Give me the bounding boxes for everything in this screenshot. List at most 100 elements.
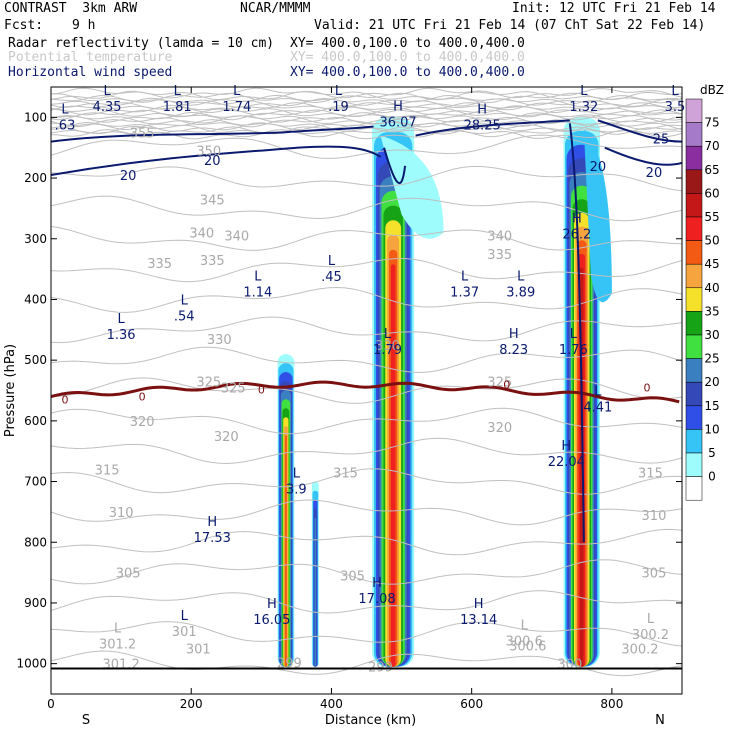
extremum-low-marker: L bbox=[114, 621, 122, 636]
extremum-high-marker: H bbox=[561, 439, 571, 454]
colorbar-swatch bbox=[685, 193, 703, 218]
wind-isotach bbox=[568, 123, 585, 543]
theta-label: 335 bbox=[147, 257, 172, 272]
reflectivity-band bbox=[284, 435, 287, 667]
init-time: Init: 12 UTC Fri 21 Feb 14 bbox=[512, 1, 716, 16]
y-tick-label: 700 bbox=[24, 475, 47, 489]
colorbar-level-label: 40 bbox=[704, 281, 719, 295]
colorbar-level-label: 65 bbox=[704, 163, 719, 177]
y-tick-label: 600 bbox=[24, 414, 47, 428]
y-tick-label: 900 bbox=[24, 596, 47, 610]
theta-label: 340 bbox=[487, 230, 512, 245]
y-tick-label: 400 bbox=[24, 292, 47, 306]
field3-name: Horizontal wind speed bbox=[8, 65, 173, 80]
y-tick-label: 100 bbox=[24, 110, 47, 124]
extremum-low-marker: L bbox=[521, 618, 529, 633]
extremum-value: 17.08 bbox=[358, 592, 395, 607]
theta-isoline-strat bbox=[51, 129, 682, 140]
colorbar-swatch bbox=[685, 169, 703, 194]
model-title: CONTRAST 3km ARW bbox=[4, 1, 138, 16]
theta-label: 340 bbox=[224, 230, 249, 245]
valid-time: Valid: 21 UTC Fri 21 Feb 14 (07 ChT Sat … bbox=[314, 18, 706, 33]
wind-isotach bbox=[51, 125, 374, 143]
theta-isoline-strat bbox=[51, 90, 682, 101]
colorbar-swatch bbox=[685, 381, 703, 407]
reflectivity-band bbox=[390, 264, 396, 667]
extremum-high-marker: H bbox=[372, 576, 382, 591]
extremum-low-marker: L bbox=[570, 327, 578, 342]
extremum-low-marker: L bbox=[117, 312, 125, 327]
theta-isoline bbox=[51, 134, 682, 159]
x-tick-label: 800 bbox=[600, 697, 623, 711]
colorbar-level-label: 70 bbox=[704, 139, 719, 153]
colorbar-level-label: 20 bbox=[704, 375, 719, 389]
extremum-value: 16.05 bbox=[253, 613, 290, 628]
extremum-value: 26.2 bbox=[562, 228, 591, 243]
wind-label: 20 bbox=[204, 154, 221, 169]
theta-isoline-strat bbox=[51, 116, 682, 128]
theta-label: 301 bbox=[186, 642, 211, 657]
colorbar-swatch bbox=[685, 287, 703, 312]
field2-xy: XY= 400.0,100.0 to 400.0,400.0 bbox=[290, 50, 525, 65]
extremum-high-marker: H bbox=[393, 99, 403, 114]
extremum-value: 28.25 bbox=[464, 118, 501, 133]
zero-isotherm-label: 0 bbox=[643, 381, 650, 394]
theta-label: 335 bbox=[200, 254, 225, 269]
theta-label: 320 bbox=[130, 415, 155, 430]
plot-border bbox=[50, 86, 683, 695]
theta-isoline bbox=[51, 650, 682, 677]
extremum-value: 301 bbox=[172, 625, 197, 640]
colorbar-swatch bbox=[685, 358, 703, 383]
extremum-value: 22.04 bbox=[548, 455, 585, 470]
extremum-value: 1.81 bbox=[163, 100, 192, 115]
extremum-high-marker: H bbox=[572, 212, 582, 227]
extremum-low-marker: L bbox=[181, 609, 189, 624]
theta-label: 315 bbox=[638, 466, 663, 481]
colorbar-level-label: 55 bbox=[704, 210, 719, 224]
anvil-outflow bbox=[380, 135, 444, 239]
x-tick-label: 600 bbox=[460, 697, 483, 711]
colorbar-swatch bbox=[685, 334, 703, 359]
extremum-value: 3.5 bbox=[665, 100, 686, 115]
extremum-value: 1.32 bbox=[569, 100, 598, 115]
theta-label: 300 bbox=[557, 658, 582, 673]
extremum-value: 1.37 bbox=[450, 285, 479, 300]
theta-label: 325 bbox=[196, 375, 221, 390]
theta-label: 335 bbox=[487, 248, 512, 263]
field1-xy: XY= 400.0,100.0 to 400.0,400.0 bbox=[290, 36, 525, 51]
wind-label: 20 bbox=[646, 166, 663, 181]
extremum-low-marker: L bbox=[293, 467, 301, 482]
theta-isoline bbox=[51, 590, 682, 614]
extremum-high-marker: H bbox=[477, 102, 487, 117]
extremum-value: .54 bbox=[174, 310, 195, 325]
colorbar-level-label: 75 bbox=[704, 116, 719, 130]
extremum-value: 1.36 bbox=[107, 328, 136, 343]
colorbar-level-label: 10 bbox=[704, 422, 719, 436]
org-label: NCAR/MMMM bbox=[240, 1, 311, 16]
theta-label: 325 bbox=[221, 381, 246, 396]
theta-isoline bbox=[51, 225, 682, 251]
theta-label: 350 bbox=[196, 145, 221, 160]
x-end-label-north: N bbox=[655, 713, 665, 728]
theta-label: 305 bbox=[340, 570, 365, 585]
extremum-value: 17.53 bbox=[194, 531, 231, 546]
theta-label: 310 bbox=[109, 506, 134, 521]
theta-isoline bbox=[51, 346, 682, 373]
colorbar-swatch bbox=[685, 145, 703, 171]
theta-label: 301.2 bbox=[103, 658, 140, 673]
extremum-low-marker: L bbox=[517, 269, 525, 284]
theta-isoline bbox=[51, 316, 682, 344]
wind-contours bbox=[51, 119, 682, 543]
wind-isotach bbox=[597, 119, 682, 143]
extremum-value: 1.76 bbox=[559, 343, 588, 358]
colorbar-swatch bbox=[685, 311, 703, 336]
theta-label: 330 bbox=[207, 333, 232, 348]
field3-xy: XY= 400.0,100.0 to 400.0,400.0 bbox=[290, 65, 525, 80]
reflectivity-cell-375km bbox=[311, 481, 319, 667]
theta-label: 305 bbox=[642, 567, 667, 582]
theta-isoline bbox=[51, 165, 682, 192]
extremum-value: 1.74 bbox=[222, 100, 251, 115]
theta-isoline-strat bbox=[51, 119, 682, 131]
